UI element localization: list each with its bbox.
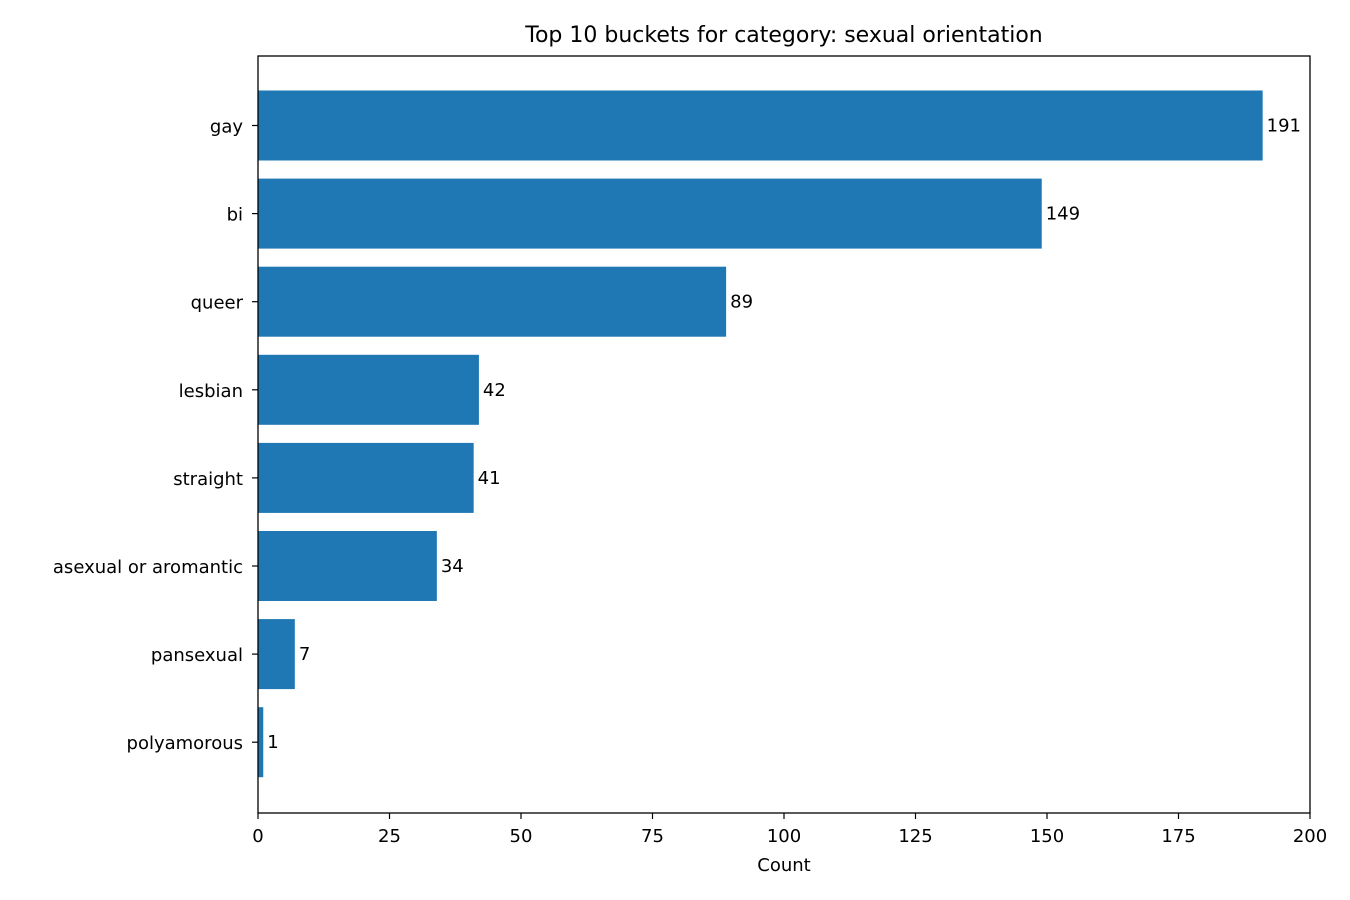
bar-straight <box>258 442 474 513</box>
y-tick-label: lesbian <box>179 381 243 402</box>
x-tick-label: 100 <box>767 826 801 847</box>
y-tick-label: polyamorous <box>127 733 243 754</box>
data-label: 34 <box>441 556 464 577</box>
x-tick-label: 125 <box>898 826 932 847</box>
bar-polyamorous <box>258 707 264 778</box>
data-label: 1 <box>267 732 278 753</box>
y-tick-label: pansexual <box>151 645 243 666</box>
x-tick-label: 75 <box>641 826 664 847</box>
bar-queer <box>258 266 727 337</box>
y-tick-label: straight <box>173 469 243 490</box>
x-tick-label: 25 <box>378 826 401 847</box>
x-tick-label: 200 <box>1293 826 1327 847</box>
x-tick-label: 0 <box>252 826 263 847</box>
data-label: 42 <box>483 380 506 401</box>
x-tick-label: 50 <box>510 826 533 847</box>
y-tick-label: gay <box>210 117 243 138</box>
bars-group: 191 149 89 42 41 34 7 1 <box>258 90 1301 778</box>
y-tick-label: bi <box>227 205 243 226</box>
data-label: 89 <box>730 292 753 313</box>
x-axis-label: Count <box>757 855 810 876</box>
bar-bi <box>258 178 1042 249</box>
data-label: 7 <box>299 644 310 665</box>
y-tick-labels: gay bi queer lesbian straight asexual or arom… <box>53 117 258 754</box>
x-tick-label: 150 <box>1030 826 1064 847</box>
data-label: 41 <box>478 468 501 489</box>
plot-frame <box>257 55 1311 814</box>
data-label: 191 <box>1267 116 1301 137</box>
data-label: 149 <box>1046 204 1080 225</box>
x-ticks: 0 25 50 75 100 125 150 175 200 <box>252 813 1327 847</box>
bar-asexual-or-aromantic <box>258 531 437 601</box>
bar-gay <box>258 90 1263 161</box>
y-tick-label: asexual or aromantic <box>53 557 243 578</box>
bar-pansexual <box>258 619 295 690</box>
chart-title: Top 10 buckets for category: sexual orie… <box>524 23 1042 48</box>
x-tick-label: 175 <box>1161 826 1195 847</box>
y-tick-label: queer <box>191 293 244 314</box>
bar-lesbian <box>258 354 479 425</box>
